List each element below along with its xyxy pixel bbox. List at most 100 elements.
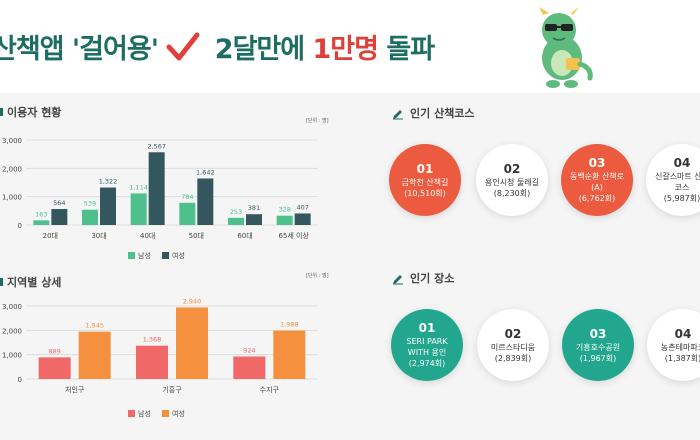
bar-male: [82, 209, 98, 225]
legend-swatch: [162, 252, 169, 259]
users-section-title: 이용자 현황: [0, 104, 61, 120]
y-tick-label: 1,000: [2, 352, 22, 360]
data-label: 1,114: [129, 183, 148, 191]
bar-male: [276, 215, 293, 225]
data-label: 2,940: [183, 297, 202, 305]
title-part3: 돌파: [386, 34, 435, 65]
bar-female: [246, 214, 262, 225]
place-item-3[interactable]: 03 기흥호수공원 (1,967회): [562, 309, 634, 381]
x-tick-label: 기흥구: [162, 385, 182, 394]
bar-female: [294, 213, 311, 225]
y-tick-label: 0: [18, 376, 22, 384]
y-tick-label: 2,000: [2, 165, 22, 173]
header-banner: 산책앱 '걸어용' 2달만에 1만명 돌파: [0, 0, 700, 93]
data-label: 784: [181, 193, 193, 201]
place-rank: 02: [504, 326, 522, 341]
bar-female: [100, 187, 116, 225]
data-label: 1,368: [143, 336, 162, 344]
course-item-1[interactable]: 01 금학천 산책길 (10,510회): [389, 144, 461, 216]
data-label: 328: [278, 206, 290, 214]
data-label: 1,988: [280, 321, 299, 329]
x-tick-label: 40대: [140, 232, 155, 240]
checkmark-icon: [166, 32, 206, 65]
legend-swatch: [128, 410, 135, 417]
dragon-mascot-icon: [539, 7, 593, 88]
place-item-2[interactable]: 02 미르스타디움 (2,839회): [477, 309, 549, 381]
data-label: 564: [53, 199, 65, 207]
data-label: 1,642: [196, 168, 215, 176]
x-tick-label: 처인구: [65, 385, 85, 394]
data-label: 163: [35, 210, 47, 218]
bar-female: [78, 331, 111, 379]
x-tick-label: 20대: [43, 232, 58, 240]
bar-male: [136, 345, 168, 379]
course-count: (6,762회): [578, 194, 616, 203]
course-count: (5,987회): [663, 194, 700, 203]
course-rank: 03: [588, 156, 606, 170]
course-item-4[interactable]: 04 신갈스마트 산책코스 (5,987회): [646, 144, 700, 216]
data-label: 2,567: [147, 142, 166, 150]
bar-male: [38, 357, 71, 379]
place-item-4[interactable]: 04 농촌테마파크 (1,387회): [647, 309, 700, 381]
title-highlight: 1만명: [312, 34, 379, 65]
legend-label: 여성: [172, 409, 185, 418]
bar-female: [176, 307, 208, 379]
place-rank: 01: [418, 321, 436, 335]
bar-male: [130, 193, 147, 225]
course-name: 금학천 산책길: [401, 177, 449, 187]
bar-male: [233, 356, 266, 379]
course-rank: 02: [503, 161, 521, 176]
y-tick-label: 3,000: [2, 303, 22, 311]
y-tick-label: 0: [18, 222, 22, 230]
bar-male: [179, 202, 196, 225]
course-rank: 04: [673, 156, 691, 170]
users-unit-label: [단위 : 명]: [306, 118, 329, 124]
data-label: 407: [296, 203, 308, 211]
places-section-title: 인기 장소: [392, 270, 454, 286]
users-bar-chart: 0 1,000 2,000 3,000 163 564 20대 539 1,322 30대 1,11…: [2, 137, 318, 260]
data-label: 1,945: [85, 322, 104, 330]
course-count: (8,230회): [493, 188, 531, 198]
x-tick-label: 50대: [189, 232, 204, 240]
title-part1: 산책앱 '걸어용': [0, 34, 159, 65]
place-count: (1,967회): [579, 353, 617, 363]
x-tick-label: 65세 이상: [278, 231, 309, 240]
place-name: SERI PARK WITH 용인: [406, 337, 448, 357]
x-tick-label: 60대: [237, 232, 252, 240]
bar-male: [33, 220, 50, 225]
title-part2: 2달만에: [214, 34, 305, 65]
legend-label: 여성: [172, 251, 185, 260]
course-name: 동백순환 산책로(A): [569, 172, 625, 192]
place-rank: 04: [674, 326, 692, 341]
data-label: 889: [48, 347, 60, 355]
bar-female: [197, 178, 214, 225]
place-count: (2,974회): [408, 359, 446, 368]
bar-female: [148, 152, 165, 225]
content-area: 이용자 현황 [단위 : 명] 0 1,000 2,000 3,000 163 564 20…: [0, 93, 700, 440]
data-label: 539: [84, 200, 96, 208]
y-tick-label: 1,000: [2, 194, 22, 202]
course-item-2[interactable]: 02 용인시청 둘레길 (8,230회): [476, 144, 548, 216]
courses-section-title: 인기 산책코스: [392, 105, 475, 121]
course-name: 신갈스마트 산책코스: [654, 172, 700, 192]
legend-swatch: [162, 410, 169, 417]
place-item-1[interactable]: 01 SERI PARK WITH 용인 (2,974회): [391, 309, 463, 381]
place-count: (2,839회): [494, 353, 532, 363]
y-tick-label: 2,000: [2, 327, 22, 335]
y-tick-label: 3,000: [2, 137, 22, 145]
course-item-3[interactable]: 03 동백순환 산책로(A) (6,762회): [561, 144, 633, 216]
place-count: (1,387회): [664, 353, 700, 363]
course-count: (10,510회): [404, 188, 446, 198]
pencil-icon: [393, 110, 403, 120]
data-label: 253: [230, 208, 242, 216]
page-title: 산책앱 '걸어용' 2달만에 1만명 돌파: [0, 27, 435, 66]
legend-swatch: [128, 252, 135, 259]
legend-label: 남성: [138, 251, 151, 260]
x-tick-label: 30대: [91, 232, 106, 240]
place-name: 미르스타디움: [490, 342, 536, 352]
course-rank: 01: [416, 161, 434, 176]
bar-female: [51, 209, 68, 225]
legend-label: 남성: [138, 409, 151, 418]
data-label: 924: [243, 347, 255, 355]
course-name: 용인시청 둘레길: [484, 177, 540, 187]
